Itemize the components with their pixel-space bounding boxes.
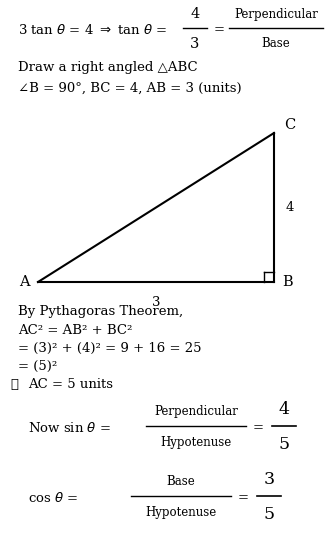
Text: = (5)²: = (5)² [18, 359, 57, 372]
Text: Now sin $\theta$ =: Now sin $\theta$ = [28, 421, 111, 435]
Text: 3: 3 [190, 37, 200, 51]
Text: A: A [19, 275, 29, 289]
Text: =: = [238, 491, 249, 505]
Text: Hypotenuse: Hypotenuse [145, 506, 216, 519]
Text: Hypotenuse: Hypotenuse [160, 436, 232, 449]
Text: 5: 5 [278, 436, 290, 453]
Text: AC = 5 units: AC = 5 units [28, 377, 113, 391]
Text: 4: 4 [286, 201, 294, 214]
Text: 3: 3 [152, 296, 160, 309]
Text: C: C [284, 118, 295, 132]
Text: Perpendicular: Perpendicular [234, 8, 318, 21]
Text: = (3)² + (4)² = 9 + 16 = 25: = (3)² + (4)² = 9 + 16 = 25 [18, 342, 201, 354]
Text: Perpendicular: Perpendicular [154, 405, 238, 418]
Text: Base: Base [262, 37, 291, 50]
Text: 5: 5 [264, 506, 275, 523]
Text: Base: Base [166, 475, 195, 488]
Text: AC² = AB² + BC²: AC² = AB² + BC² [18, 323, 132, 337]
Text: =: = [214, 24, 225, 36]
Text: 4: 4 [279, 401, 290, 418]
Text: By Pythagoras Theorem,: By Pythagoras Theorem, [18, 305, 183, 318]
Text: ∠B = 90°, BC = 4, AB = 3 (units): ∠B = 90°, BC = 4, AB = 3 (units) [18, 82, 241, 95]
Text: 3: 3 [264, 471, 275, 488]
Text: ∴: ∴ [10, 377, 18, 391]
Text: Draw a right angled △ABC: Draw a right angled △ABC [18, 62, 198, 74]
Text: cos $\theta$ =: cos $\theta$ = [28, 491, 78, 505]
Text: 4: 4 [190, 7, 200, 21]
Text: B: B [283, 275, 293, 289]
Text: =: = [253, 422, 264, 435]
Text: 3 tan $\theta$ = 4 $\Rightarrow$ tan $\theta$ =: 3 tan $\theta$ = 4 $\Rightarrow$ tan $\t… [18, 23, 167, 37]
